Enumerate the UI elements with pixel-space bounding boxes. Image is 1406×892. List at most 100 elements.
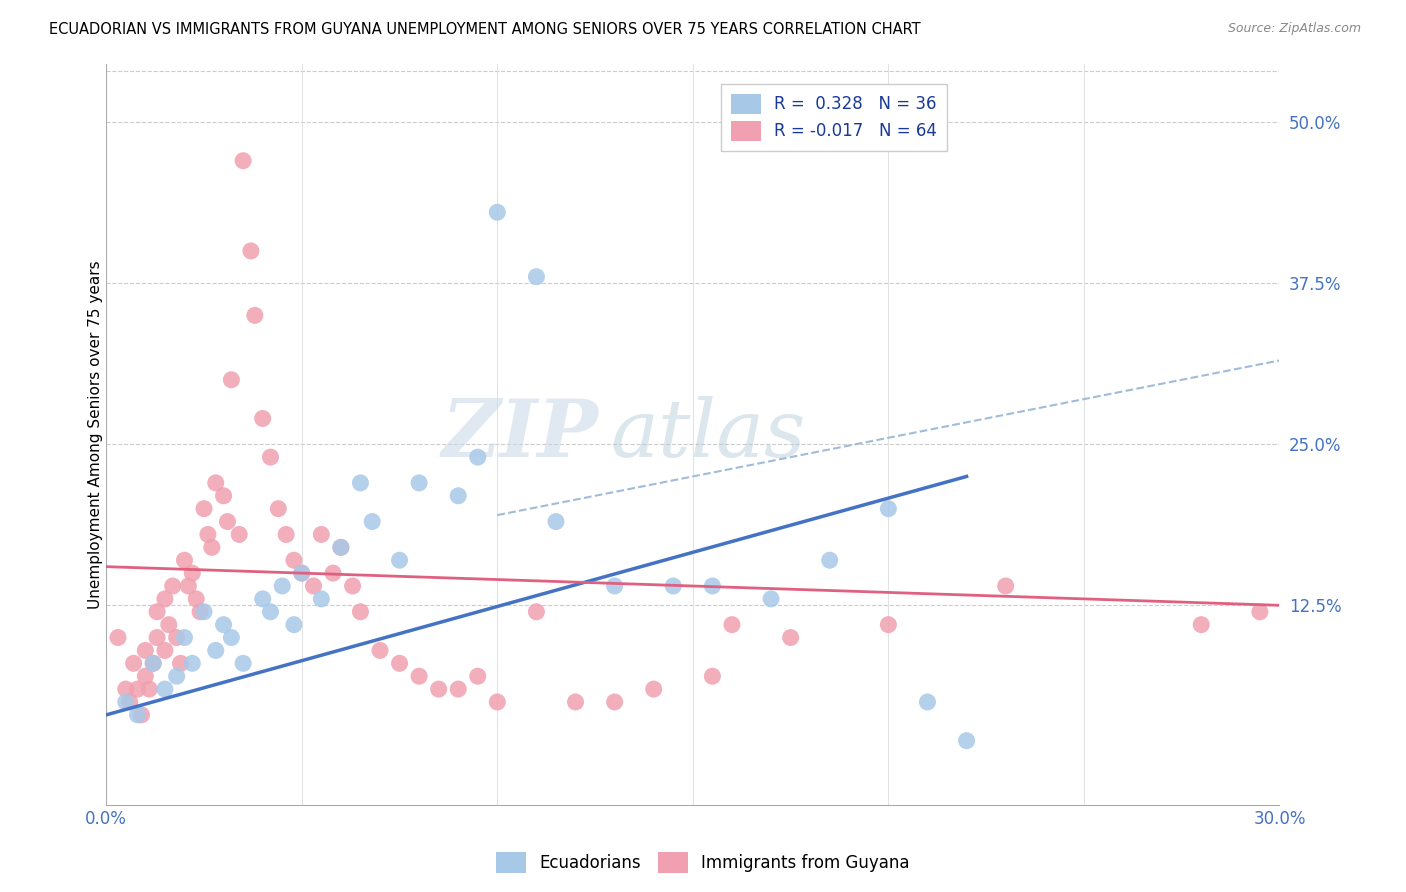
Point [212, 489, 235, 503]
Point [994, 579, 1017, 593]
Point [166, 631, 188, 645]
Point [368, 643, 391, 657]
Point [427, 682, 450, 697]
Point [169, 657, 191, 671]
Point [955, 733, 977, 747]
Point [114, 695, 136, 709]
Point [271, 579, 294, 593]
Point [877, 617, 900, 632]
Point [204, 643, 226, 657]
Point [349, 605, 371, 619]
Point [702, 669, 724, 683]
Point [153, 682, 176, 697]
Point [177, 579, 200, 593]
Point [173, 553, 195, 567]
Point [142, 657, 165, 671]
Point [127, 707, 149, 722]
Point [252, 411, 274, 425]
Point [181, 566, 204, 580]
Point [311, 591, 333, 606]
Text: atlas: atlas [610, 396, 806, 474]
Point [603, 695, 626, 709]
Point [1189, 617, 1212, 632]
Point [526, 605, 548, 619]
Legend: Ecuadorians, Immigrants from Guyana: Ecuadorians, Immigrants from Guyana [489, 846, 917, 880]
Point [138, 682, 160, 697]
Point [127, 682, 149, 697]
Point [603, 579, 626, 593]
Point [118, 695, 141, 709]
Point [162, 579, 184, 593]
Point [291, 566, 314, 580]
Point [217, 515, 239, 529]
Point [721, 617, 744, 632]
Point [243, 309, 266, 323]
Point [188, 605, 211, 619]
Point [221, 631, 243, 645]
Point [291, 566, 314, 580]
Point [349, 475, 371, 490]
Point [131, 707, 153, 722]
Point [232, 657, 254, 671]
Point [526, 269, 548, 284]
Point [759, 591, 782, 606]
Point [408, 669, 430, 683]
Point [153, 591, 176, 606]
Point [486, 695, 509, 709]
Point [779, 631, 801, 645]
Point [146, 605, 169, 619]
Point [1249, 605, 1271, 619]
Text: ECUADORIAN VS IMMIGRANTS FROM GUYANA UNEMPLOYMENT AMONG SENIORS OVER 75 YEARS CO: ECUADORIAN VS IMMIGRANTS FROM GUYANA UNE… [49, 22, 921, 37]
Point [818, 553, 841, 567]
Point [467, 669, 489, 683]
Point [228, 527, 250, 541]
Point [146, 631, 169, 645]
Point [173, 631, 195, 645]
Point [329, 541, 352, 555]
Text: Source: ZipAtlas.com: Source: ZipAtlas.com [1227, 22, 1361, 36]
Point [259, 450, 281, 464]
Point [467, 450, 489, 464]
Point [232, 153, 254, 168]
Point [408, 475, 430, 490]
Point [153, 643, 176, 657]
Point [283, 617, 305, 632]
Point [193, 501, 215, 516]
Point [259, 605, 281, 619]
Point [193, 605, 215, 619]
Point [388, 553, 411, 567]
Point [186, 591, 208, 606]
Point [221, 373, 243, 387]
Point [134, 669, 156, 683]
Point [329, 541, 352, 555]
Point [201, 541, 224, 555]
Point [322, 566, 344, 580]
Point [134, 643, 156, 657]
Point [447, 489, 470, 503]
Point [197, 527, 219, 541]
Point [166, 669, 188, 683]
Y-axis label: Unemployment Among Seniors over 75 years: Unemployment Among Seniors over 75 years [87, 260, 103, 609]
Point [107, 631, 129, 645]
Point [239, 244, 262, 258]
Point [388, 657, 411, 671]
Point [702, 579, 724, 593]
Point [877, 501, 900, 516]
Point [302, 579, 325, 593]
Point [122, 657, 145, 671]
Point [252, 591, 274, 606]
Point [544, 515, 567, 529]
Point [342, 579, 364, 593]
Point [564, 695, 586, 709]
Point [643, 682, 665, 697]
Point [212, 617, 235, 632]
Point [486, 205, 509, 219]
Point [283, 553, 305, 567]
Text: ZIP: ZIP [441, 396, 599, 474]
Point [917, 695, 939, 709]
Point [311, 527, 333, 541]
Point [142, 657, 165, 671]
Point [181, 657, 204, 671]
Point [114, 682, 136, 697]
Point [447, 682, 470, 697]
